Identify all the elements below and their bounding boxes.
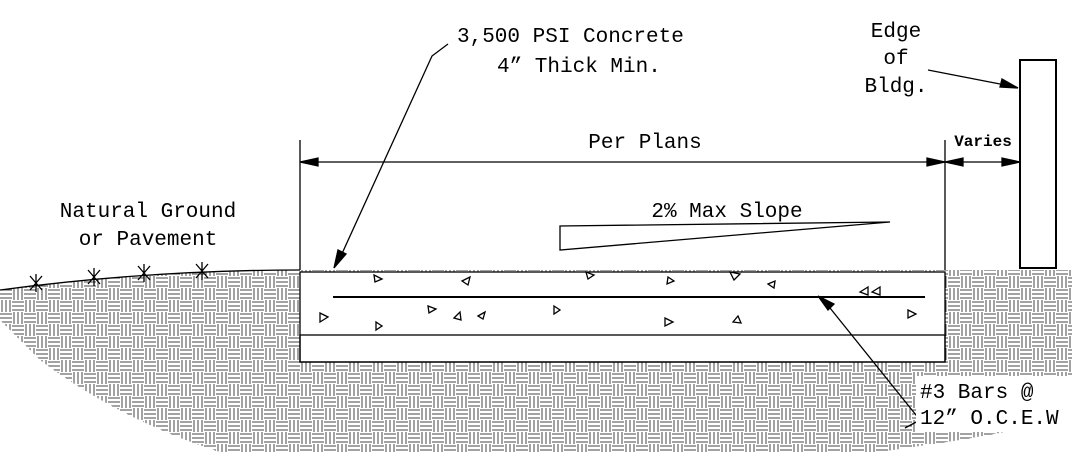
edge-label: Edge xyxy=(871,21,921,44)
concrete-label: 4” Thick Min. xyxy=(497,56,661,79)
ground-label: Natural Ground xyxy=(60,201,236,224)
ground-label: or Pavement xyxy=(79,229,218,252)
leader-lines xyxy=(333,43,1019,429)
bars-label: 12” O.C.E.W xyxy=(920,408,1059,431)
building-wall xyxy=(1019,59,1057,269)
concrete-label: 3,500 PSI Concrete xyxy=(457,26,684,49)
slope-indicator xyxy=(559,221,891,251)
aggregate xyxy=(319,270,918,332)
bars-label-bg xyxy=(916,376,1072,432)
edge-label: Bldg. xyxy=(864,76,927,99)
slope-label: 2% Max Slope xyxy=(651,201,802,224)
ground-line xyxy=(0,269,301,291)
base-course xyxy=(299,334,946,363)
edge-label: of xyxy=(883,48,908,71)
bars-label: #3 Bars @ xyxy=(920,382,1034,405)
grass-marks xyxy=(29,262,209,292)
dimension-label: Varies xyxy=(954,133,1012,151)
dimension-label: Per Plans xyxy=(588,132,701,155)
dimension-lines xyxy=(299,140,1021,270)
slab-bg xyxy=(300,272,945,362)
